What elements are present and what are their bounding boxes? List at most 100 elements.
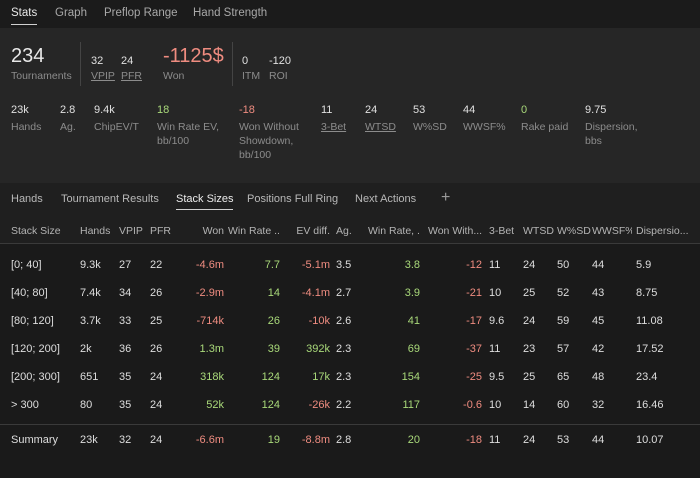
tab-stack-sizes[interactable]: Stack Sizes (176, 193, 234, 210)
metric-3bet-label[interactable]: 3-Bet (321, 121, 347, 133)
table-cell: 11 (489, 343, 501, 355)
table-cell: 39 (267, 343, 280, 355)
table-cell: 124 (261, 399, 280, 411)
metric-wsd-label: W%SD (413, 121, 447, 133)
tab-positions-full-ring[interactable]: Positions Full Ring (247, 193, 339, 205)
table-cell: 60 (557, 399, 570, 411)
metric-chipev-value: 9.4k (94, 104, 115, 116)
pfr-label[interactable]: PFR (121, 70, 142, 82)
column-header[interactable]: Dispersio... (636, 225, 689, 237)
tab-hands[interactable]: Hands (11, 193, 43, 205)
table-cell: 44 (592, 259, 605, 271)
won-label: Won (163, 70, 185, 82)
table-row[interactable]: [200; 300] 651 35 24 318k 124 17k 2.3 154 -25 9.5 2… (0, 363, 700, 391)
table-cell: 10 (489, 287, 502, 299)
table-cell: 32 (592, 399, 605, 411)
column-header[interactable]: Win Rate, ... (368, 225, 420, 237)
column-header[interactable]: Ag. (336, 225, 352, 237)
metric-wtsd-value: 24 (365, 104, 378, 116)
metric-wsd-value: 53 (413, 104, 426, 116)
column-header[interactable]: PFR (150, 225, 171, 237)
table-cell: [120; 200] (11, 343, 60, 355)
column-header[interactable]: W%SD (557, 225, 591, 237)
metric-dispersion-value: 9.75 (585, 104, 607, 116)
metric-winrate-ev-label: Win Rate EV, bb/100 (157, 121, 220, 147)
column-header[interactable]: EV diff. (296, 225, 330, 237)
table-cell: 23 (523, 343, 536, 355)
column-header[interactable]: WWSF% (592, 225, 632, 237)
itm-value: 0 (242, 55, 249, 67)
tab-stats[interactable]: Stats (11, 7, 38, 25)
won-value: -1125$ (163, 45, 224, 67)
table-cell: -4.6m (195, 259, 224, 271)
table-cell: -4.1m (301, 287, 330, 299)
tournaments-value: 234 (11, 45, 45, 67)
divider (232, 42, 233, 86)
table-cell: -0.6 (463, 399, 482, 411)
table-cell: 392k (306, 343, 330, 355)
column-header[interactable]: VPIP (119, 225, 143, 237)
metric-won-without-sd-value: -18 (239, 104, 255, 116)
table-cell: 16.46 (636, 399, 664, 411)
table-cell: 318k (200, 371, 224, 383)
table-cell: 2.8 (336, 434, 352, 446)
table-cell: 24 (150, 434, 163, 446)
column-header[interactable]: Hands (80, 225, 111, 237)
table-cell: -2.9m (195, 287, 224, 299)
tab-hand-strength[interactable]: Hand Strength (193, 7, 268, 19)
column-header[interactable]: 3-Bet (489, 225, 515, 237)
roi-value: -120 (269, 55, 292, 67)
table-cell: 23k (80, 434, 98, 446)
table-cell: 57 (557, 343, 570, 355)
table-cell: 26 (267, 315, 280, 327)
column-header[interactable]: Won With... (428, 225, 482, 237)
table-cell: 53 (557, 434, 570, 446)
table-row[interactable]: [120; 200] 2k 36 26 1.3m 39 392k 2.3 69 -37 11 23 57… (0, 335, 700, 363)
add-tab-icon[interactable]: + (441, 189, 451, 206)
metric-won-without-sd-label: Won Without Showdown, bb/100 (239, 121, 299, 161)
table-cell: 10.07 (636, 434, 664, 446)
table-cell: 117 (402, 399, 420, 411)
column-header[interactable]: WTSD (523, 225, 554, 237)
table-cell: 43 (592, 287, 605, 299)
table-cell: 3.8 (404, 259, 420, 271)
table-row[interactable]: [0; 40] 9.3k 27 22 -4.6m 7.7 -5.1m 3.5 3.8 -12 11 2… (0, 251, 700, 279)
tab-next-actions[interactable]: Next Actions (355, 193, 417, 205)
table-cell: 2.7 (336, 287, 352, 299)
table-cell: -714k (196, 315, 224, 327)
column-header[interactable]: Win Rate ... (228, 225, 280, 237)
metric-wtsd-label[interactable]: WTSD (365, 121, 396, 133)
table-cell: 52k (206, 399, 224, 411)
table-cell: 32 (119, 434, 132, 446)
table-cell: -6.6m (195, 434, 224, 446)
table-cell: -8.8m (301, 434, 330, 446)
stack-sizes-table: [0; 40] 9.3k 27 22 -4.6m 7.7 -5.1m 3.5 3.8 -12 11 2… (0, 244, 700, 478)
column-header[interactable]: Won (202, 225, 224, 237)
table-cell: [200; 300] (11, 371, 60, 383)
table-cell: 14 (267, 287, 280, 299)
table-cell: 17.52 (636, 343, 664, 355)
metric-ag-value: 2.8 (60, 104, 76, 116)
table-cell: 7.7 (264, 259, 280, 271)
column-header[interactable]: Stack Size (11, 225, 61, 237)
table-cell: 36 (119, 343, 132, 355)
metric-hands-label: Hands (11, 121, 42, 133)
tab-graph[interactable]: Graph (55, 7, 87, 19)
pfr-value: 24 (121, 55, 134, 67)
tab-tournament-results[interactable]: Tournament Results (61, 193, 159, 205)
table-cell: 24 (523, 259, 536, 271)
table-cell: 35 (119, 371, 132, 383)
table-row[interactable]: [80; 120] 3.7k 33 25 -714k 26 -10k 2.6 41 -17 9.6 2… (0, 307, 700, 335)
tab-preflop-range[interactable]: Preflop Range (104, 7, 178, 19)
summary-row[interactable]: Summary 23k 32 24 -6.6m 19 -8.8m 2.8 20 -18 11 24 53… (0, 426, 700, 454)
metric-rake-value: 0 (521, 104, 528, 116)
top-tab-bar: Stats Graph Preflop Range Hand Strength (0, 0, 700, 28)
table-row[interactable]: > 300 80 35 24 52k 124 -26k 2.2 117 -0.6 10 14 60 32 1… (0, 391, 700, 419)
table-row[interactable]: [40; 80] 7.4k 34 26 -2.9m 14 -4.1m 2.7 3.9 -21 10 2… (0, 279, 700, 307)
table-cell: 5.9 (636, 259, 652, 271)
table-cell: 2.6 (336, 315, 352, 327)
metric-winrate-ev-value: 18 (157, 104, 170, 116)
table-cell: 9.6 (489, 315, 505, 327)
table-cell: 2.3 (336, 343, 352, 355)
vpip-label[interactable]: VPIP (91, 70, 115, 82)
